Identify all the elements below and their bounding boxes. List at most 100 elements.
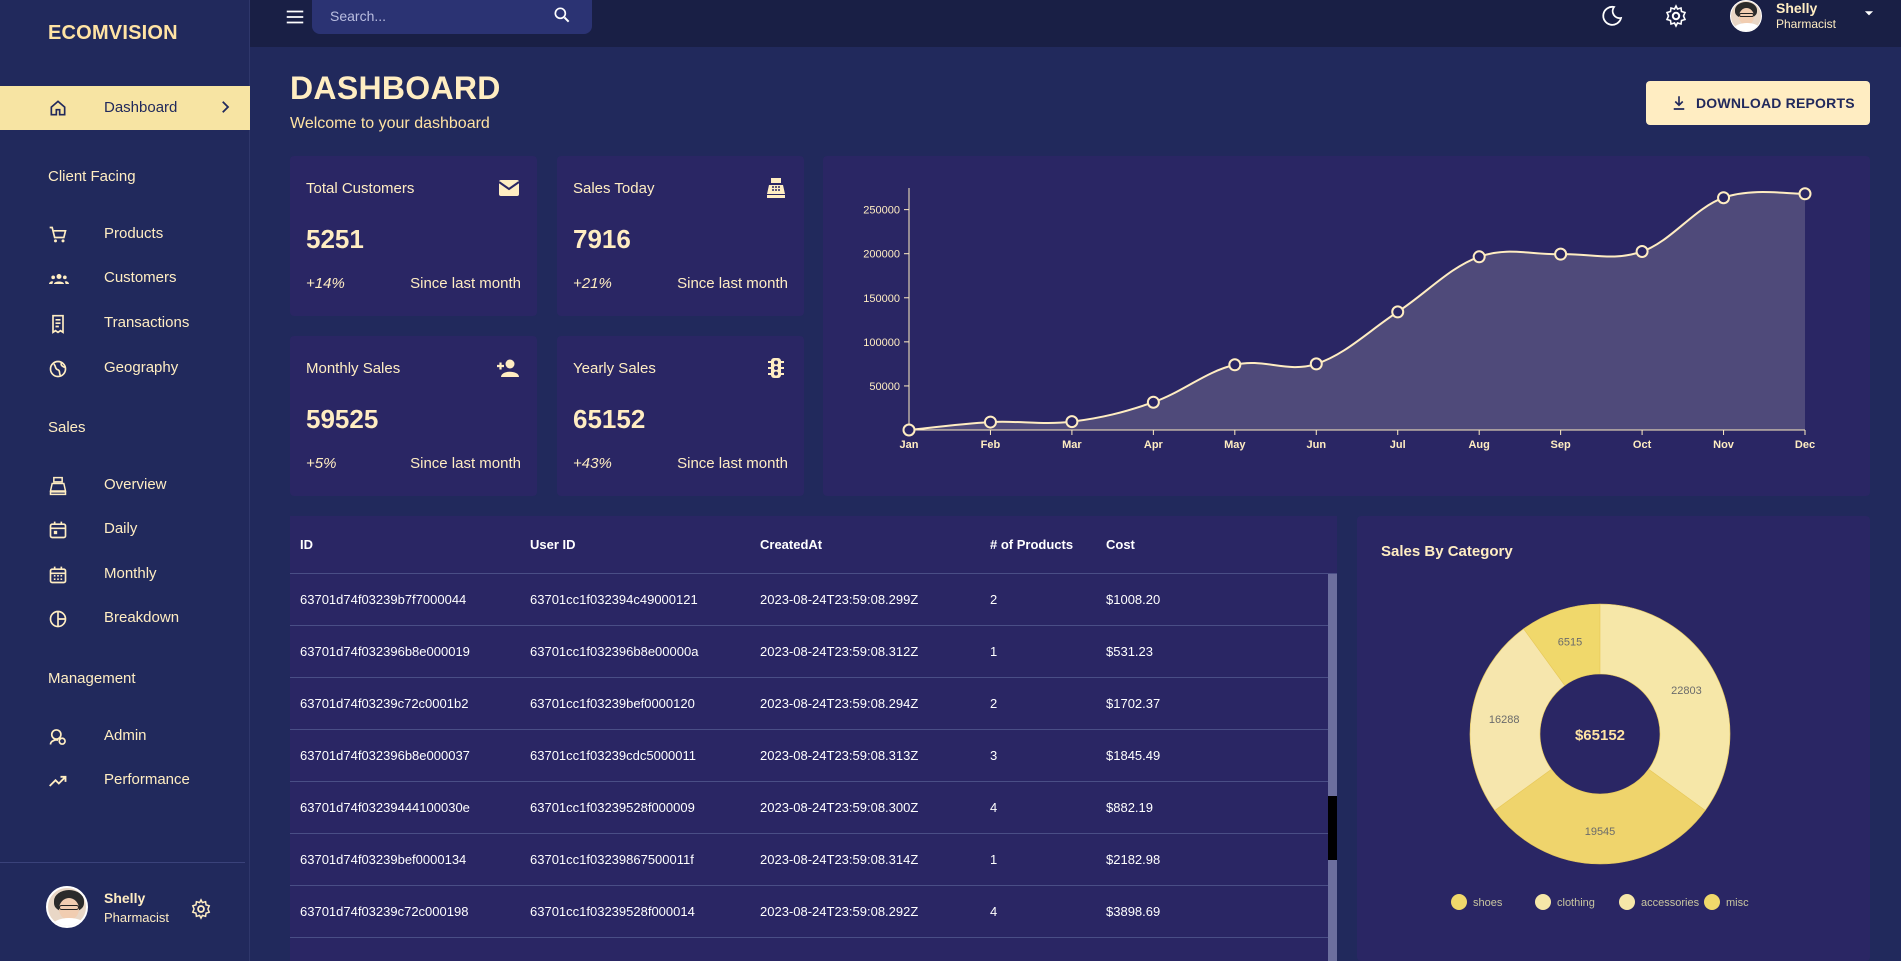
table-cell: 63701cc1f032396b8e00000a [530,644,699,659]
sidebar-item-label: Breakdown [104,609,180,626]
stat-increase: +43% [573,455,612,472]
settings-icon[interactable] [1664,4,1688,28]
groups-icon [49,274,69,284]
chart-area [909,192,1805,430]
table-row[interactable]: 63701d74f03239bef0000134 63701cc1f0323986… [290,834,1328,886]
legend-swatch [1451,894,1467,910]
legend-label: accessories [1641,897,1700,909]
chart-point [1472,250,1486,264]
stat-title: Yearly Sales [573,360,656,377]
x-tick-label: Apr [1144,439,1164,451]
chart-point [902,423,916,437]
pie-slice-label: 19545 [1585,826,1616,838]
sidebar-item-transactions[interactable]: Transactions [0,305,250,341]
legend-swatch [1619,894,1635,910]
table-row[interactable]: 63701d74f032396b8e000019 63701cc1f032396b… [290,626,1328,678]
page-subtitle: Welcome to your dashboard [290,115,490,132]
chart-point [1798,187,1812,201]
topbar: Shelly Pharmacist [250,0,1901,47]
download-reports-label: DOWNLOAD REPORTS [1696,95,1855,111]
sidebar-item-daily[interactable]: Daily [0,511,250,547]
table-cell: 63701cc1f03239bef0000120 [530,696,695,711]
table-row[interactable]: 63701d74f03239c72c000198 63701cc1f0323952… [290,886,1328,938]
table-cell: $3898.69 [1106,904,1161,919]
sidebar-item-breakdown[interactable]: Breakdown [0,600,250,636]
sidebar-item-overview[interactable]: Overview [0,467,250,503]
table-cell: $531.23 [1106,644,1153,659]
chart-point [1228,358,1242,372]
overview-chart-svg: 50000 100000 150000 200000 250000 Jan Feb Mar Ap… [863,187,1815,451]
brand-logo[interactable]: ECOMVISION [48,22,178,44]
trending-up-icon [49,775,67,787]
table-row[interactable]: 63701d74f03239b7f7000044 63701cc1f032394c… [290,574,1328,626]
sidebar-item-customers[interactable]: Customers [0,260,250,296]
sidebar-item-monthly[interactable]: Monthly [0,556,250,592]
pie-slice-accessories [1494,768,1706,865]
table-cell: 63701d74f032396b8e000019 [300,644,470,659]
pie-center-total: $65152 [1575,727,1625,744]
gear-icon[interactable] [190,898,212,920]
search-icon[interactable] [552,5,572,25]
legend-swatch [1535,894,1551,910]
sidebar-item-label: Transactions [104,314,190,331]
point-of-sale-icon [767,178,785,198]
user-name: Shelly [1776,0,1818,16]
table-cell: 2023-08-24T23:59:08.299Z [760,592,919,607]
table-row[interactable]: 63701d74f03239c72c0001b2 63701cc1f03239be… [290,678,1328,730]
stat-title: Monthly Sales [306,360,401,377]
pie-title: Sales By Category [1381,543,1513,560]
table-cell: 63701d74f03239c72c000198 [300,904,469,919]
x-tick-label: Jan [900,439,919,451]
stat-description: Since last month [410,455,521,472]
x-tick-label: Feb [981,439,1001,451]
sidebar-section-management: Management [48,670,136,687]
table-cell: $2182.98 [1106,852,1161,867]
chart-point [1554,247,1568,261]
sidebar-item-label: Daily [104,520,138,537]
dark-mode-icon[interactable] [1600,4,1624,28]
sidebar-item-label: Dashboard [104,99,178,116]
column-header-cost[interactable]: Cost [1106,537,1135,552]
x-tick-label: Mar [1062,439,1082,451]
sales-by-category: Sales By Category 6515 22803 19545 16288 $65… [1357,516,1870,961]
sidebar-item-dashboard[interactable]: Dashboard [0,86,250,130]
menu-icon[interactable] [284,6,306,28]
sidebar-item-admin[interactable]: Admin [0,718,250,754]
sidebar-item-label: Monthly [104,565,157,582]
table-cell: 1 [990,852,998,867]
y-tick-label: 100000 [863,337,900,349]
table-cell: $1702.37 [1106,696,1161,711]
sidebar-user: Shelly Pharmacist [46,886,211,928]
chart-point [1309,357,1323,371]
stat-increase: +5% [306,455,337,472]
stat-increase: +14% [306,275,345,292]
column-header-products[interactable]: # of Products [990,537,1074,552]
x-tick-label: Oct [1633,439,1652,451]
sidebar-item-performance[interactable]: Performance [0,762,250,798]
sidebar-item-label: Geography [104,359,179,376]
table-scrollbar[interactable] [1328,574,1337,961]
search-input[interactable] [330,6,530,26]
table-row[interactable]: 63701d74f032396b8e000037 63701cc1f03239cd… [290,730,1328,782]
globe-icon [49,360,67,378]
table-cell: 63701cc1f03239528f000014 [530,904,695,919]
download-reports-button[interactable]: DOWNLOAD REPORTS [1646,81,1870,125]
sidebar-item-label: Customers [104,269,177,286]
admin-settings-icon [49,729,66,745]
sidebar-section-sales: Sales [48,419,86,436]
email-icon [498,180,520,196]
table-cell: 63701cc1f03239867500011f [530,852,694,867]
column-header-created-at[interactable]: CreatedAt [760,537,823,552]
column-header-user-id[interactable]: User ID [530,537,576,552]
sidebar-item-geography[interactable]: Geography [0,350,250,386]
column-header-id[interactable]: ID [300,537,313,552]
sidebar-item-products[interactable]: Products [0,216,250,252]
avatar[interactable] [46,886,88,928]
table-row[interactable]: 63701d74f03239444100030e 63701cc1f0323952… [290,782,1328,834]
scrollbar-thumb[interactable] [1328,796,1337,860]
y-tick-label: 200000 [863,249,900,261]
user-menu[interactable]: Shelly Pharmacist [1730,0,1890,34]
pie-slice-clothing [1599,603,1731,811]
arrow-drop-down-icon [1864,11,1874,16]
stat-value: 59525 [306,404,379,434]
